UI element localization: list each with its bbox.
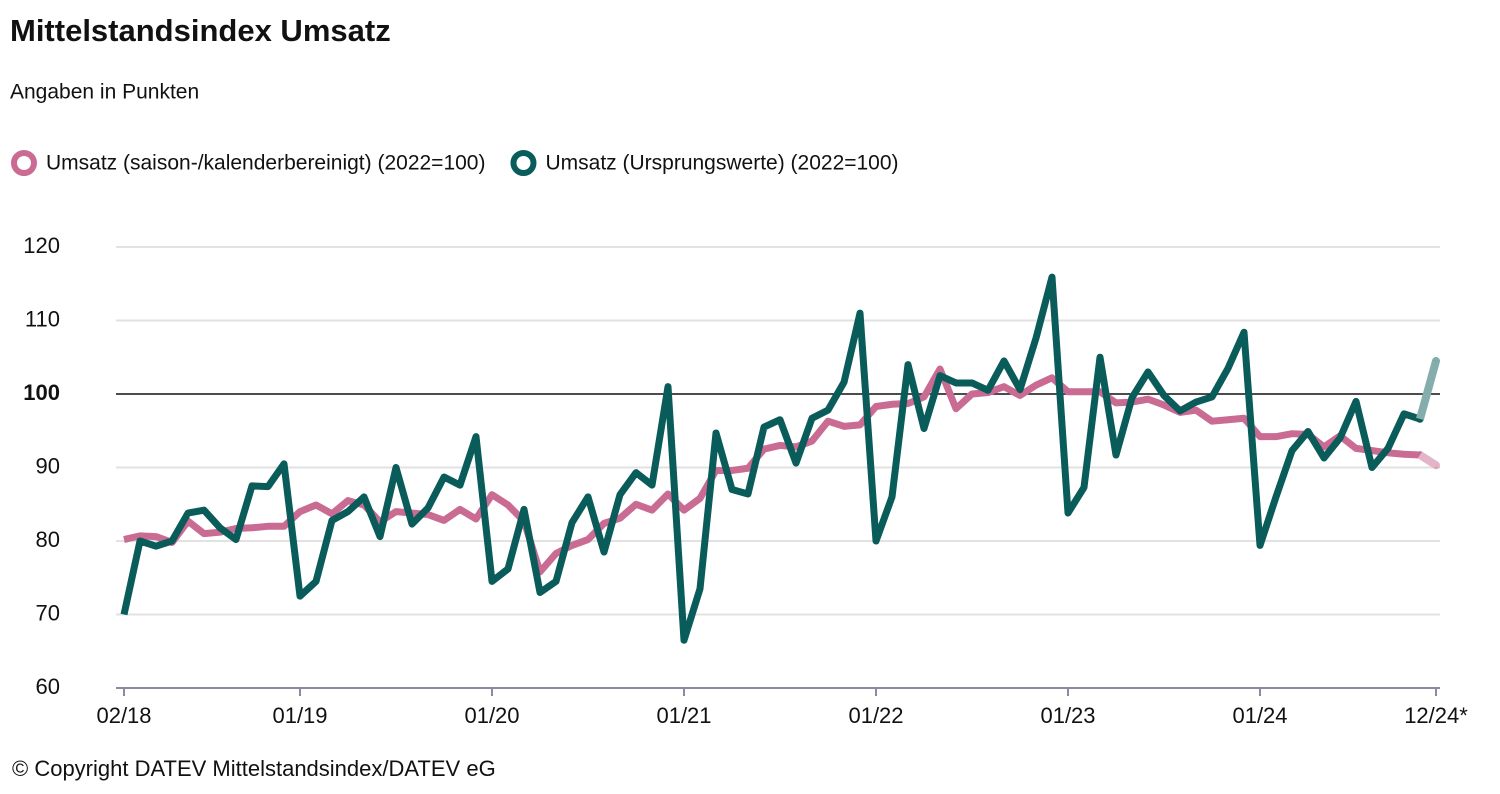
x-tick-label: 01/22 xyxy=(848,703,903,728)
legend-marker xyxy=(11,150,37,176)
x-tick-label: 01/19 xyxy=(272,703,327,728)
data-line xyxy=(120,273,1440,644)
x-tick-label: 02/18 xyxy=(96,703,151,728)
chart-title: Mittelstandsindex Umsatz xyxy=(10,13,391,48)
x-tick-label: 01/23 xyxy=(1040,703,1095,728)
x-tick-label: 12/24* xyxy=(1404,703,1468,728)
y-tick-label: 60 xyxy=(36,674,60,699)
legend-label: Umsatz (saison-/kalenderbereinigt) (2022… xyxy=(46,152,485,175)
y-tick-label: 70 xyxy=(36,600,60,625)
y-tick-label: 90 xyxy=(36,453,60,478)
preliminary-segment xyxy=(1416,451,1440,470)
legend-label: Umsatz (Ursprungswerte) (2022=100) xyxy=(545,152,898,175)
chart-subtitle: Angaben in Punkten xyxy=(10,81,199,104)
x-tick-label: 01/20 xyxy=(464,703,519,728)
y-tick-label: 100 xyxy=(23,380,60,405)
source-note: © Copyright DATEV Mittelstandsindex/DATE… xyxy=(12,756,496,781)
data-line xyxy=(123,365,1438,576)
y-tick-label: 110 xyxy=(25,306,60,331)
x-tick-label: 01/21 xyxy=(656,703,711,728)
y-tick-label: 120 xyxy=(23,233,60,258)
preliminary-segment xyxy=(1416,356,1440,423)
x-tick-label: 01/24 xyxy=(1232,703,1287,728)
y-tick-label: 80 xyxy=(36,527,60,552)
legend-marker xyxy=(510,150,537,176)
